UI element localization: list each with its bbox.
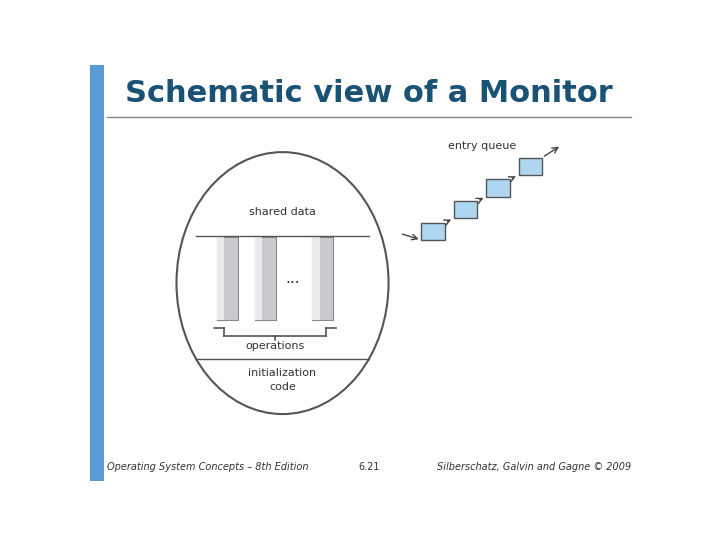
FancyBboxPatch shape — [217, 237, 238, 320]
FancyBboxPatch shape — [255, 237, 276, 320]
FancyBboxPatch shape — [421, 222, 445, 240]
Text: 6.21: 6.21 — [359, 462, 379, 472]
Ellipse shape — [176, 152, 389, 414]
FancyBboxPatch shape — [518, 158, 542, 175]
Ellipse shape — [176, 152, 389, 414]
Ellipse shape — [176, 152, 389, 414]
Text: Silberschatz, Galvin and Gagne © 2009: Silberschatz, Galvin and Gagne © 2009 — [437, 462, 631, 472]
FancyBboxPatch shape — [217, 237, 224, 320]
Text: shared data: shared data — [249, 207, 316, 218]
Text: initialization
code: initialization code — [248, 368, 317, 392]
FancyBboxPatch shape — [171, 236, 394, 418]
FancyBboxPatch shape — [255, 237, 262, 320]
Text: entry queue: entry queue — [448, 141, 516, 151]
FancyBboxPatch shape — [454, 201, 477, 218]
FancyBboxPatch shape — [90, 65, 104, 481]
Text: Operating System Concepts – 8th Edition: Operating System Concepts – 8th Edition — [107, 462, 308, 472]
FancyBboxPatch shape — [486, 179, 510, 197]
FancyBboxPatch shape — [312, 237, 320, 320]
Text: ...: ... — [286, 271, 300, 286]
FancyBboxPatch shape — [171, 148, 394, 359]
FancyBboxPatch shape — [312, 237, 333, 320]
Text: Schematic view of a Monitor: Schematic view of a Monitor — [125, 79, 613, 109]
Text: operations: operations — [246, 341, 305, 352]
